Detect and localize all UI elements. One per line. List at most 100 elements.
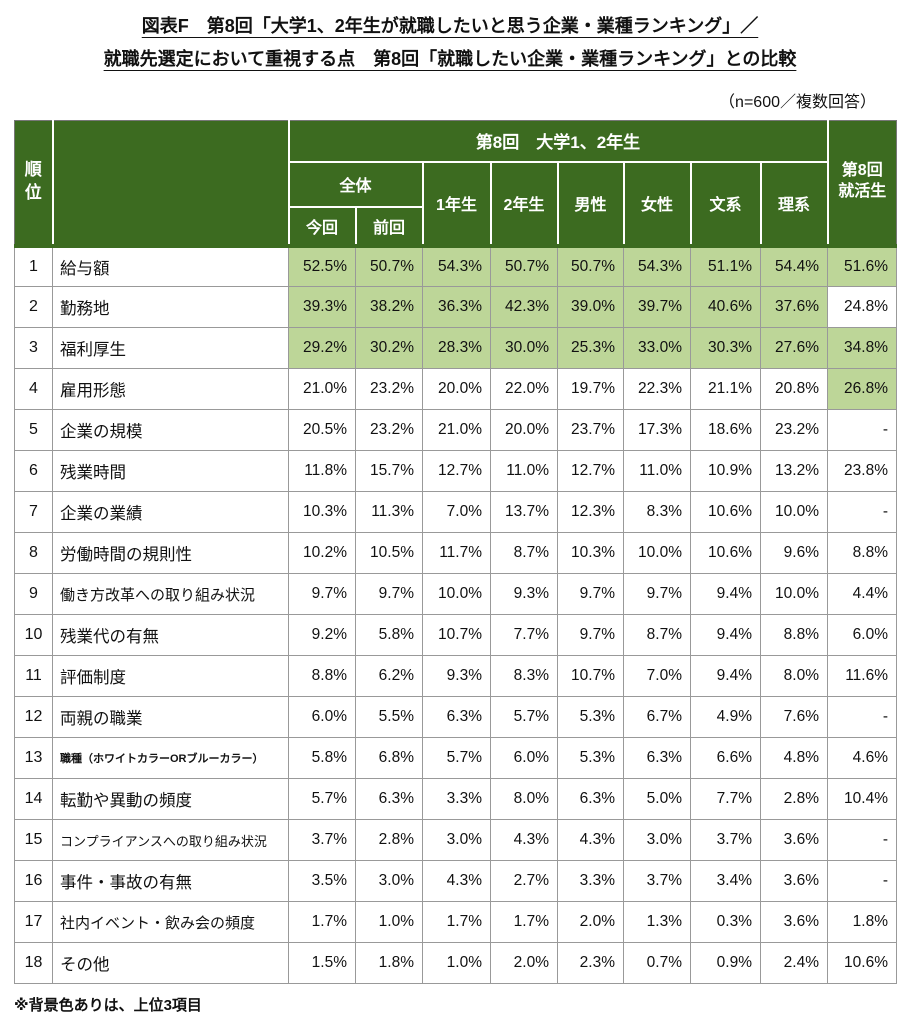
figure-title: 図表F 第8回「大学1、2年生が就職したいと思う企業・業種ランキング」／ 就職先… xyxy=(0,0,900,76)
value-cell: 23.8% xyxy=(827,450,897,492)
item-label-cell: 企業の業績 xyxy=(52,491,289,533)
item-label-cell: 給与額 xyxy=(52,243,289,287)
item-label-cell: 評価制度 xyxy=(52,655,289,697)
value-cell: 6.8% xyxy=(355,737,423,779)
value-cell: 3.0% xyxy=(422,819,491,861)
value-cell: 9.3% xyxy=(422,655,491,697)
value-cell: 21.0% xyxy=(288,368,356,410)
value-cell: 8.0% xyxy=(490,778,558,820)
value-cell: 9.4% xyxy=(690,614,761,656)
value-cell: 9.7% xyxy=(557,573,624,615)
rank-cell: 7 xyxy=(14,491,53,533)
rank-cell: 18 xyxy=(14,942,53,984)
value-cell: 28.3% xyxy=(422,327,491,369)
value-cell: 10.3% xyxy=(288,491,356,533)
title-line-2: 就職先選定において重視する点 第8回「就職したい企業・業種ランキング」との比較 xyxy=(103,49,797,69)
value-cell: 50.7% xyxy=(355,243,423,287)
value-cell: 6.3% xyxy=(623,737,691,779)
value-cell: 6.2% xyxy=(355,655,423,697)
value-cell: 13.7% xyxy=(490,491,558,533)
value-cell: 6.0% xyxy=(490,737,558,779)
value-cell: 7.0% xyxy=(623,655,691,697)
value-cell: 20.0% xyxy=(422,368,491,410)
value-cell: 22.0% xyxy=(490,368,558,410)
value-cell: 13.2% xyxy=(760,450,828,492)
value-cell: 54.3% xyxy=(422,243,491,287)
value-cell: 1.7% xyxy=(422,901,491,943)
value-cell: 5.3% xyxy=(557,737,624,779)
value-cell: 9.7% xyxy=(557,614,624,656)
value-cell: 1.0% xyxy=(355,901,423,943)
value-cell: 40.6% xyxy=(690,286,761,328)
value-cell: 26.8% xyxy=(827,368,897,410)
item-label-cell: 働き方改革への取り組み状況 xyxy=(52,573,289,615)
value-cell: 2.4% xyxy=(760,942,828,984)
item-label-cell: 残業時間 xyxy=(52,450,289,492)
header-rank: 順位 xyxy=(14,120,54,247)
value-cell: 4.3% xyxy=(422,860,491,902)
value-cell: 20.0% xyxy=(490,409,558,451)
value-cell: 8.3% xyxy=(490,655,558,697)
value-cell: - xyxy=(827,860,897,902)
value-cell: 4.6% xyxy=(827,737,897,779)
value-cell: 37.6% xyxy=(760,286,828,328)
value-cell: 4.4% xyxy=(827,573,897,615)
value-cell: 23.2% xyxy=(355,368,423,410)
value-cell: 52.5% xyxy=(288,243,356,287)
value-cell: 9.4% xyxy=(690,573,761,615)
value-cell: 9.4% xyxy=(690,655,761,697)
value-cell: 9.6% xyxy=(760,532,828,574)
value-cell: 8.8% xyxy=(760,614,828,656)
table-row: 5 企業の規模 20.5% 23.2% 21.0% 20.0% 23.7% 17.3% 18.6… xyxy=(14,409,897,451)
value-cell: 5.8% xyxy=(355,614,423,656)
item-label-cell: 勤務地 xyxy=(52,286,289,328)
value-cell: 7.0% xyxy=(422,491,491,533)
value-cell: 12.7% xyxy=(422,450,491,492)
value-cell: 7.7% xyxy=(490,614,558,656)
rank-cell: 1 xyxy=(14,243,53,287)
header-item-blank xyxy=(51,120,290,247)
value-cell: 4.8% xyxy=(760,737,828,779)
table-row: 8 労働時間の規則性 10.2% 10.5% 11.7% 8.7% 10.3% 10.0% 10… xyxy=(14,532,897,574)
value-cell: 3.7% xyxy=(623,860,691,902)
value-cell: 10.0% xyxy=(760,573,828,615)
value-cell: - xyxy=(827,696,897,738)
value-cell: 8.3% xyxy=(623,491,691,533)
value-cell: 10.4% xyxy=(827,778,897,820)
value-cell: 1.8% xyxy=(827,901,897,943)
value-cell: 1.5% xyxy=(288,942,356,984)
header-2nensei: 2年生 xyxy=(489,160,559,247)
value-cell: 11.0% xyxy=(490,450,558,492)
header-konkai: 今回 xyxy=(287,205,357,247)
value-cell: 9.7% xyxy=(355,573,423,615)
value-cell: 10.0% xyxy=(422,573,491,615)
table-row: 2 勤務地 39.3% 38.2% 36.3% 42.3% 39.0% 39.7% 40.6% 3… xyxy=(14,286,897,328)
value-cell: 5.7% xyxy=(490,696,558,738)
value-cell: 30.0% xyxy=(490,327,558,369)
rank-cell: 6 xyxy=(14,450,53,492)
header-rank-label: 順位 xyxy=(24,160,42,203)
value-cell: 11.3% xyxy=(355,491,423,533)
item-label-cell: 雇用形態 xyxy=(52,368,289,410)
value-cell: 2.7% xyxy=(490,860,558,902)
value-cell: 0.7% xyxy=(623,942,691,984)
value-cell: 30.2% xyxy=(355,327,423,369)
value-cell: 33.0% xyxy=(623,327,691,369)
header-1nensei: 1年生 xyxy=(421,160,492,247)
value-cell: 23.2% xyxy=(760,409,828,451)
sample-size-note: （n=600／複数回答） xyxy=(719,94,876,111)
value-cell: 24.8% xyxy=(827,286,897,328)
value-cell: 54.3% xyxy=(623,243,691,287)
value-cell: 10.2% xyxy=(288,532,356,574)
value-cell: 51.6% xyxy=(827,243,897,287)
value-cell: - xyxy=(827,819,897,861)
value-cell: 11.6% xyxy=(827,655,897,697)
value-cell: 10.0% xyxy=(760,491,828,533)
table-row: 15 コンプライアンスへの取り組み状況 3.7% 2.8% 3.0% 4.3% 4.3% 3.… xyxy=(14,819,897,861)
item-label-cell: コンプライアンスへの取り組み状況 xyxy=(52,819,289,861)
value-cell: 10.6% xyxy=(827,942,897,984)
value-cell: 20.8% xyxy=(760,368,828,410)
value-cell: 1.7% xyxy=(288,901,356,943)
value-cell: 5.3% xyxy=(557,696,624,738)
table-row: 3 福利厚生 29.2% 30.2% 28.3% 30.0% 25.3% 33.0% 30.3%… xyxy=(14,327,897,369)
